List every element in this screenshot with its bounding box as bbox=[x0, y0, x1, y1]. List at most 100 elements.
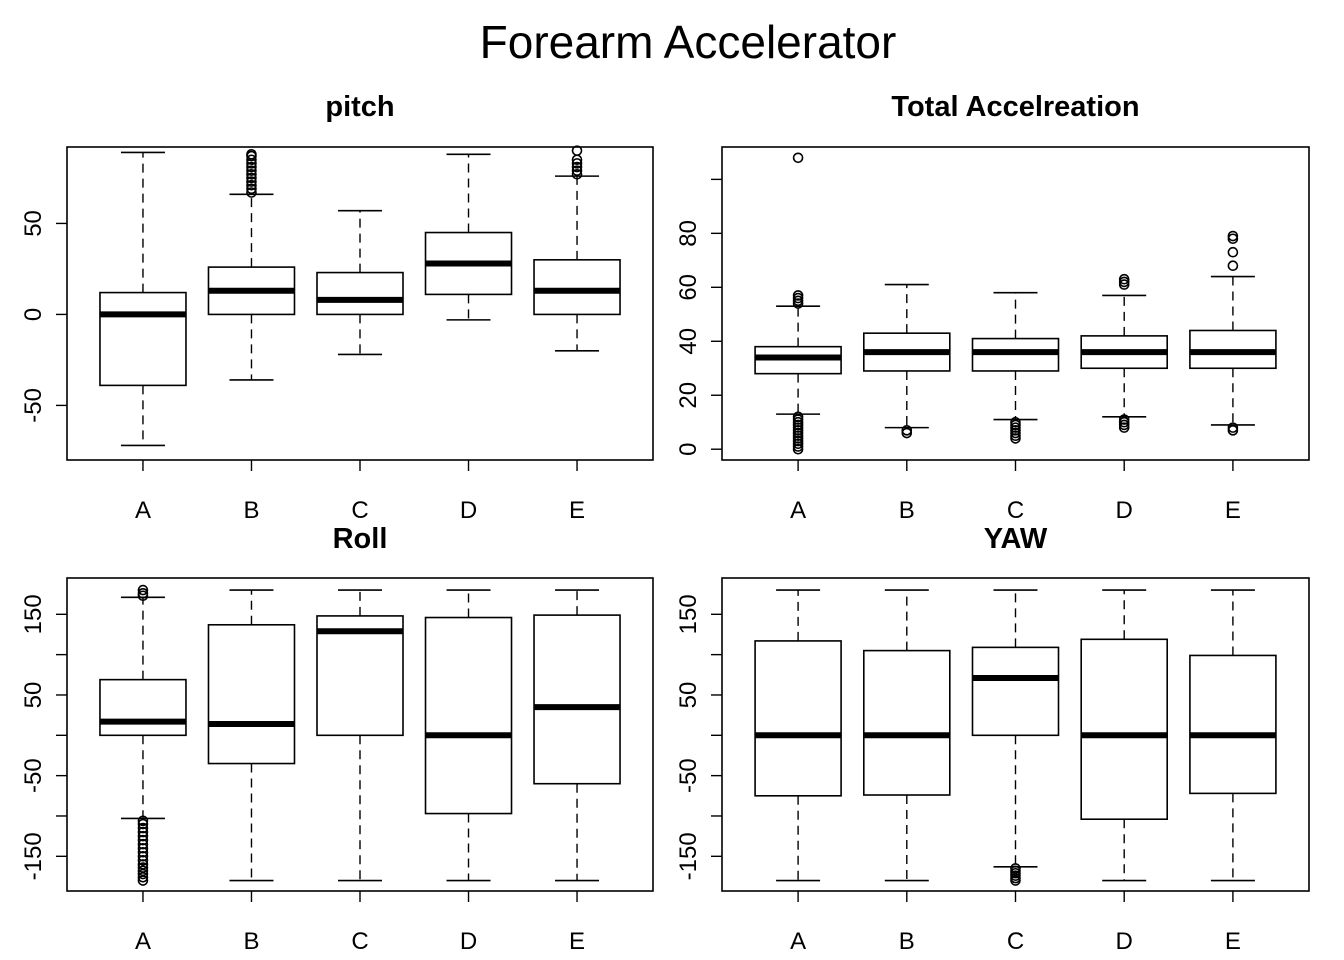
x-tick-label: B bbox=[243, 928, 259, 955]
outlier-point bbox=[246, 165, 257, 176]
y-tick-label: 40 bbox=[675, 328, 702, 355]
box-D bbox=[424, 589, 513, 882]
outlier-point bbox=[792, 152, 804, 164]
outlier-point bbox=[1227, 230, 1239, 242]
box-D bbox=[1080, 273, 1169, 433]
outlier-point bbox=[137, 862, 149, 873]
x-tick-label: C bbox=[351, 928, 368, 955]
y-tick-label: -50 bbox=[20, 388, 47, 423]
y-tick-label: 80 bbox=[675, 220, 702, 247]
y-tick-label: 150 bbox=[675, 594, 702, 634]
outlier-point bbox=[246, 154, 257, 166]
outlier-point bbox=[246, 161, 257, 173]
x-tick-label: D bbox=[1116, 497, 1133, 524]
outlier-point bbox=[137, 851, 149, 862]
box-C bbox=[971, 291, 1060, 444]
x-tick-label: B bbox=[899, 928, 915, 955]
outlier-point bbox=[246, 179, 257, 191]
x-tick-label: A bbox=[790, 497, 806, 524]
outlier-point bbox=[137, 830, 149, 842]
outlier-point bbox=[137, 859, 149, 870]
box-E bbox=[1189, 589, 1277, 882]
box-iqr bbox=[1080, 638, 1169, 821]
box-E bbox=[533, 589, 621, 882]
outlier-point bbox=[901, 425, 913, 436]
outlier-point bbox=[137, 834, 149, 846]
outlier-point bbox=[1227, 260, 1239, 272]
boxplot-panel-4: YAW -150 -50 50 150 A B C D E bbox=[675, 523, 1310, 955]
outlier-point bbox=[571, 158, 583, 169]
outlier-point bbox=[792, 290, 804, 301]
outlier-point bbox=[137, 822, 149, 834]
boxplot-panel-1: pitch -50 0 50 A B C D E bbox=[20, 91, 654, 524]
figure-title: Forearm Accelerator bbox=[480, 16, 897, 68]
x-tick-label: D bbox=[460, 497, 477, 524]
outlier-point bbox=[792, 411, 804, 423]
outlier-point bbox=[137, 584, 149, 596]
box-A bbox=[99, 584, 187, 886]
box-B bbox=[862, 283, 951, 439]
outlier-point bbox=[246, 168, 257, 180]
x-tick-label: A bbox=[135, 497, 151, 524]
box-A bbox=[754, 589, 842, 882]
box-iqr bbox=[207, 623, 296, 765]
box-B bbox=[862, 589, 951, 882]
outlier-point bbox=[246, 172, 257, 184]
outlier-point bbox=[137, 826, 149, 838]
outlier-point bbox=[1227, 246, 1239, 258]
x-tick-label: A bbox=[135, 928, 151, 955]
box-D bbox=[424, 153, 513, 321]
y-tick-label: 0 bbox=[675, 443, 702, 456]
box-iqr bbox=[971, 646, 1060, 737]
y-tick-label: 150 bbox=[20, 594, 47, 634]
outlier-point bbox=[1118, 414, 1130, 425]
outlier-point bbox=[1010, 875, 1021, 886]
box-E bbox=[533, 145, 621, 352]
x-tick-label: D bbox=[460, 928, 477, 955]
y-tick-label: 0 bbox=[20, 308, 47, 321]
outlier-point bbox=[137, 815, 149, 827]
panel-title: Total Accelreation bbox=[891, 91, 1139, 123]
boxplot-panel-3: Roll -150 -50 50 150 A B C D E bbox=[20, 523, 654, 955]
box-C bbox=[971, 589, 1060, 886]
outlier-point bbox=[137, 846, 149, 858]
outlier-point bbox=[246, 148, 257, 160]
box-iqr bbox=[862, 649, 951, 796]
y-tick-label: 60 bbox=[675, 274, 702, 301]
y-tick-label: -50 bbox=[20, 758, 47, 793]
box-iqr bbox=[533, 259, 621, 316]
box-iqr bbox=[1189, 654, 1277, 795]
outlier-point bbox=[246, 183, 257, 195]
x-tick-label: E bbox=[1225, 928, 1241, 955]
outlier-point bbox=[137, 865, 149, 877]
outlier-point bbox=[1010, 416, 1021, 428]
boxplot-panel-2: Total Accelreation 0 20 40 60 80 A B C D E bbox=[675, 91, 1310, 524]
outlier-point bbox=[571, 168, 583, 180]
outlier-point bbox=[137, 838, 149, 850]
x-tick-label: B bbox=[899, 497, 915, 524]
x-tick-label: E bbox=[1225, 497, 1241, 524]
x-tick-label: C bbox=[1007, 928, 1024, 955]
outlier-point bbox=[246, 187, 257, 198]
box-iqr bbox=[424, 616, 513, 815]
y-tick-label: 50 bbox=[20, 210, 47, 237]
box-iqr bbox=[99, 678, 187, 737]
y-tick-label: 50 bbox=[675, 682, 702, 709]
panel-title: Roll bbox=[333, 523, 388, 555]
x-tick-label: C bbox=[351, 497, 368, 524]
x-tick-label: D bbox=[1116, 928, 1133, 955]
x-tick-label: A bbox=[790, 928, 806, 955]
x-tick-label: C bbox=[1007, 497, 1024, 524]
outlier-point bbox=[1118, 273, 1130, 285]
outlier-point bbox=[1227, 422, 1239, 433]
box-C bbox=[316, 209, 404, 356]
y-tick-label: -150 bbox=[675, 832, 702, 880]
box-iqr bbox=[533, 614, 621, 785]
box-E bbox=[1189, 230, 1277, 436]
x-tick-label: E bbox=[569, 928, 585, 955]
box-iqr bbox=[316, 615, 404, 737]
outlier-point bbox=[571, 145, 583, 156]
outlier-point bbox=[137, 855, 149, 866]
outlier-point bbox=[246, 176, 257, 187]
